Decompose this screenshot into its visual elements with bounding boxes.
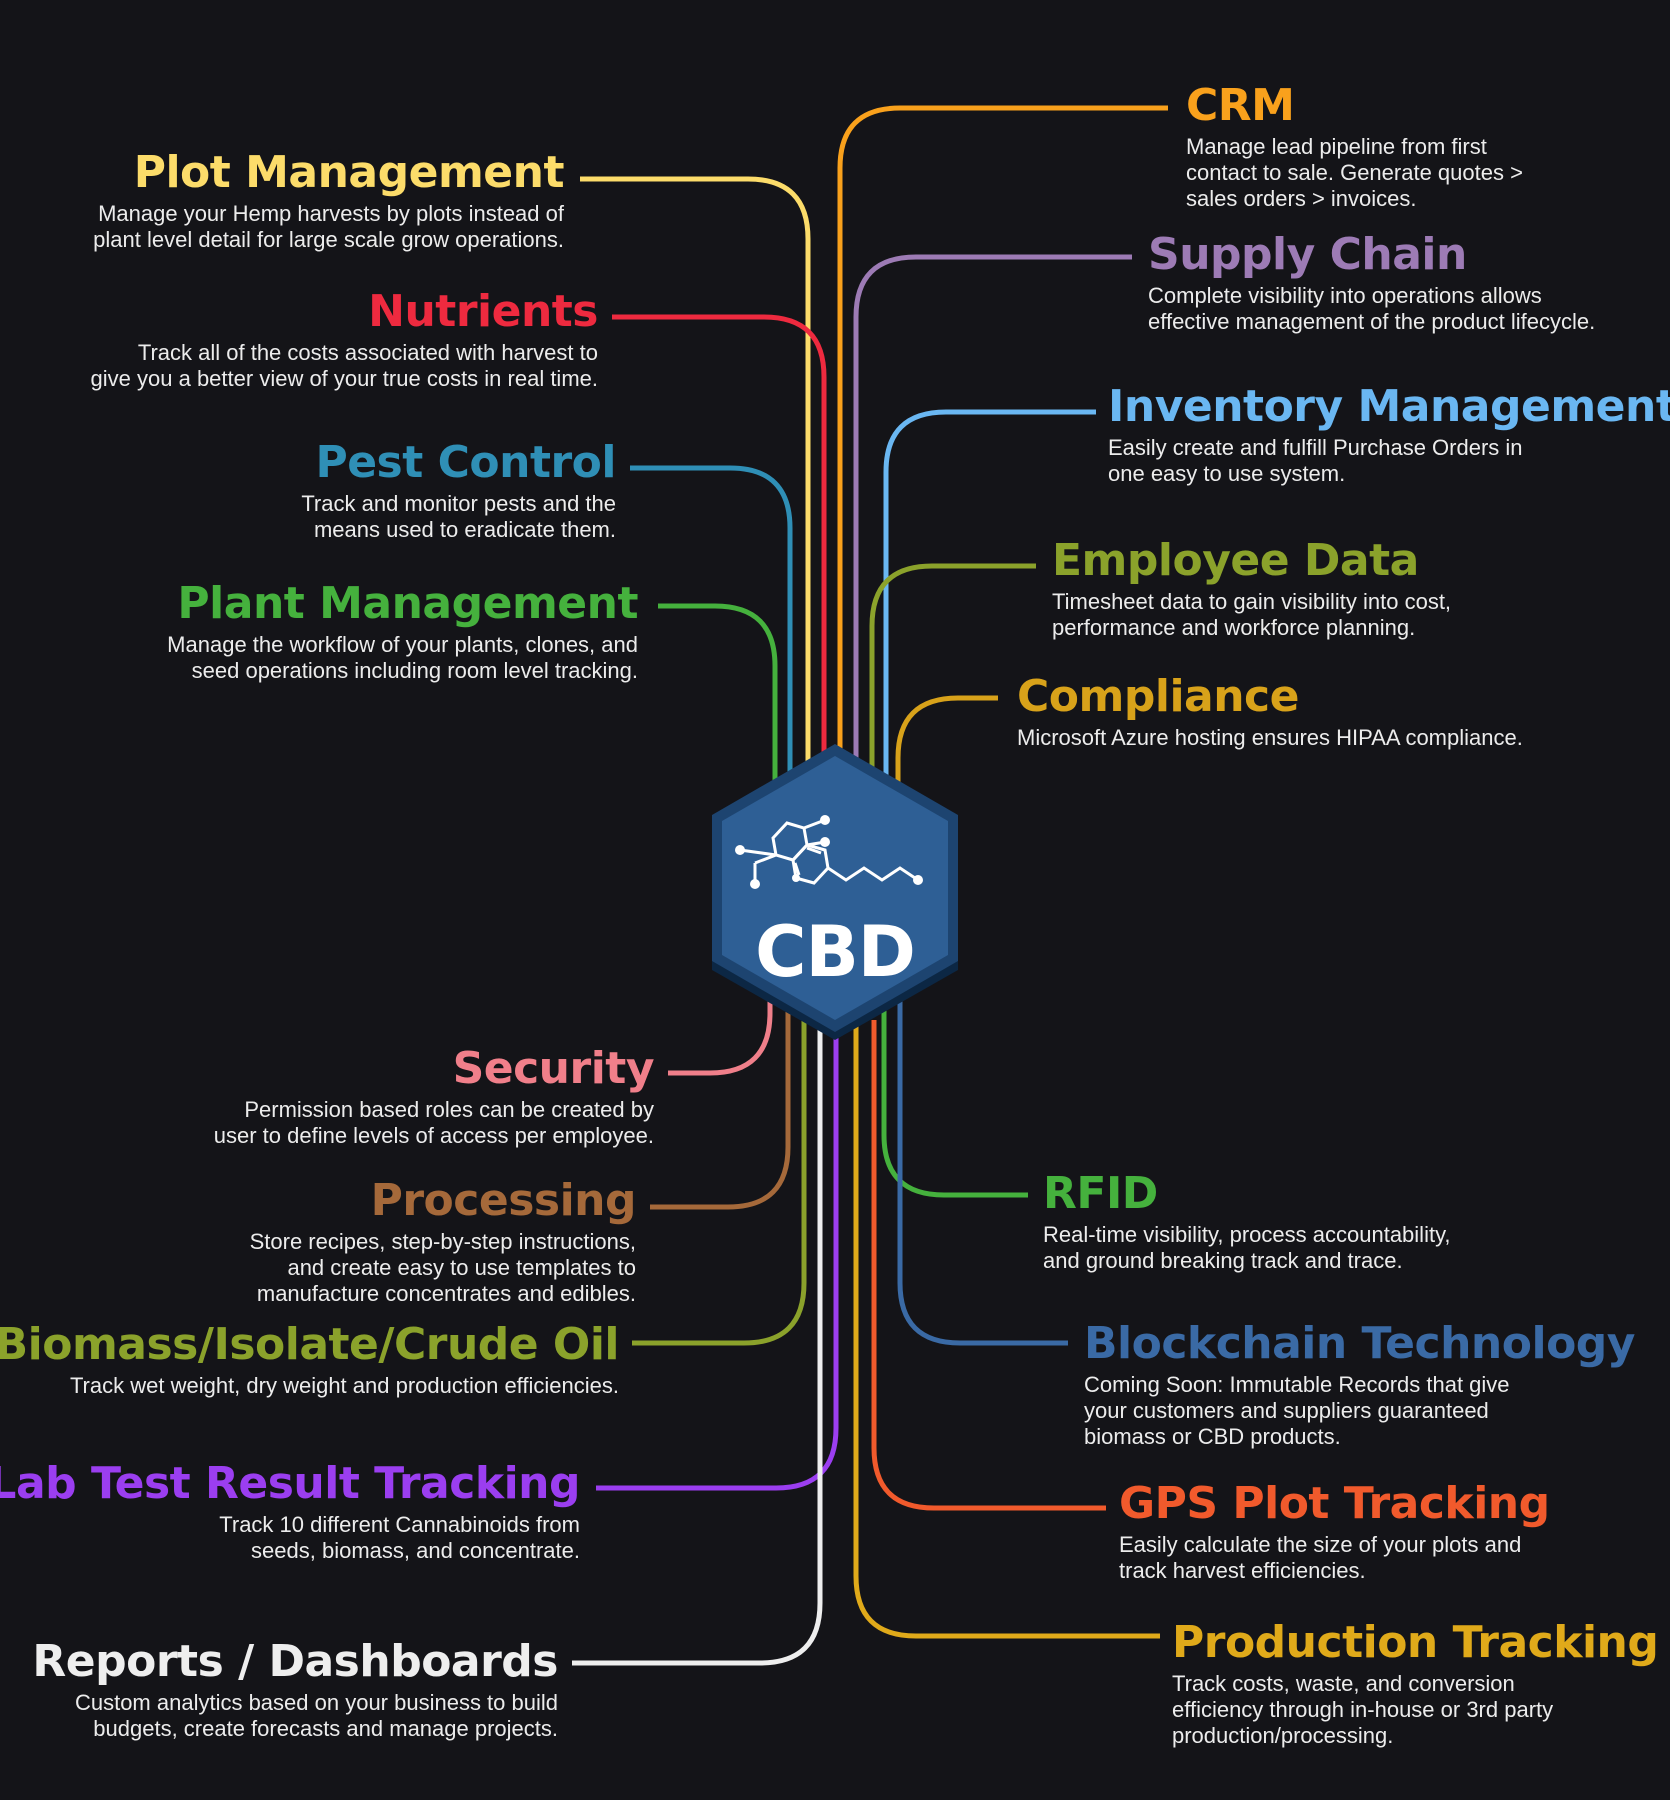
feature-processing: Processing Store recipes, step-by-step i…	[249, 1175, 637, 1307]
connector-compliance	[895, 695, 998, 820]
connector-biomass	[632, 1020, 807, 1346]
feature-gps-plot: GPS Plot Tracking Easily calculate the s…	[1119, 1478, 1550, 1584]
feature-description: Permission based roles can be created by…	[213, 1097, 654, 1148]
cbd-hexagon	[712, 744, 958, 1040]
connector-security	[668, 1000, 773, 1076]
feature-description: Track all of the costs associated with h…	[90, 340, 598, 391]
feature-description: Easily create and fulfill Purchase Order…	[1108, 435, 1523, 486]
connector-processing	[650, 1010, 791, 1210]
feature-title: Lab Test Result Tracking	[0, 1458, 580, 1509]
feature-description: Microsoft Azure hosting ensures HIPAA co…	[1017, 725, 1523, 750]
molecule-icon	[739, 818, 919, 885]
connector-supply-chain	[853, 254, 1132, 790]
feature-compliance: Compliance Microsoft Azure hosting ensur…	[1017, 671, 1523, 751]
feature-pest-control: Pest Control Track and monitor pests and…	[301, 437, 616, 543]
feature-title: Reports / Dashboards	[32, 1636, 558, 1687]
feature-description: Timesheet data to gain visibility into c…	[1052, 589, 1452, 640]
hub-label: CBD	[755, 911, 916, 993]
feature-title: Pest Control	[315, 437, 616, 488]
feature-description: Store recipes, step-by-step instructions…	[249, 1229, 636, 1306]
connector-reports	[572, 1020, 823, 1666]
connector-nutrients	[612, 314, 827, 790]
feature-description: Custom analytics based on your business …	[74, 1690, 558, 1741]
feature-blockchain: Blockchain Technology Coming Soon: Immut…	[1084, 1318, 1635, 1450]
connector-employee-data	[869, 563, 1036, 810]
molecule-atoms	[735, 815, 923, 889]
feature-description: Real-time visibility, process accountabi…	[1043, 1222, 1451, 1273]
connector-pest-control	[630, 465, 793, 800]
feature-employee-data: Employee Data Timesheet data to gain vis…	[1052, 535, 1451, 641]
feature-description: Track 10 different Cannabinoids from see…	[219, 1512, 580, 1563]
feature-production-tracking: Production Tracking Track costs, waste, …	[1172, 1617, 1659, 1749]
connector-plot-management	[580, 176, 811, 780]
feature-description: Manage the workflow of your plants, clon…	[167, 632, 638, 683]
feature-plot-management: Plot Management Manage your Hemp harvest…	[93, 147, 564, 253]
connector-inventory-management	[883, 409, 1096, 800]
feature-title: Production Tracking	[1172, 1617, 1659, 1668]
feature-title: Biomass/Isolate/Crude Oil	[0, 1319, 620, 1370]
feature-reports: Reports / Dashboards Custom analytics ba…	[32, 1636, 558, 1742]
connector-blockchain	[897, 1000, 1068, 1346]
feature-title: Blockchain Technology	[1084, 1318, 1635, 1369]
connector-production-tracking	[853, 1020, 1160, 1639]
feature-crm: CRM Manage lead pipeline from first cont…	[1186, 80, 1523, 212]
feature-title: Nutrients	[368, 286, 598, 337]
feature-title: Employee Data	[1052, 535, 1419, 586]
feature-description: Manage your Hemp harvests by plots inste…	[93, 201, 564, 252]
feature-description: Manage lead pipeline from first contact …	[1186, 134, 1523, 211]
hexagon-fill	[722, 756, 948, 1020]
feature-plant-management: Plant Management Manage the workflow of …	[167, 578, 638, 684]
feature-title: Compliance	[1017, 671, 1299, 722]
feature-title: CRM	[1186, 80, 1295, 131]
feature-description: Coming Soon: Immutable Records that give…	[1084, 1372, 1510, 1449]
feature-title: Inventory Management	[1108, 381, 1670, 432]
connector-gps-plot	[871, 1020, 1106, 1511]
feature-supply-chain: Supply Chain Complete visibility into op…	[1148, 229, 1595, 335]
connector-crm	[837, 105, 1168, 780]
feature-title: Supply Chain	[1148, 229, 1467, 280]
feature-description: Complete visibility into operations allo…	[1148, 283, 1596, 334]
feature-rfid: RFID Real-time visibility, process accou…	[1043, 1168, 1451, 1274]
feature-title: GPS Plot Tracking	[1119, 1478, 1550, 1529]
feature-biomass: Biomass/Isolate/Crude Oil Track wet weig…	[0, 1319, 620, 1399]
feature-description: Track and monitor pests and the means us…	[301, 491, 616, 542]
feature-title: Security	[452, 1043, 655, 1094]
feature-nutrients: Nutrients Track all of the costs associa…	[90, 286, 599, 392]
feature-security: Security Permission based roles can be c…	[213, 1043, 655, 1149]
feature-inventory-management: Inventory Management Easily create and f…	[1108, 381, 1670, 487]
feature-description: Easily calculate the size of your plots …	[1119, 1532, 1522, 1583]
feature-description: Track costs, waste, and conversion effic…	[1172, 1671, 1554, 1748]
feature-title: Plot Management	[133, 147, 565, 198]
connector-plant-management	[658, 603, 778, 810]
feature-description: Track wet weight, dry weight and product…	[69, 1373, 619, 1398]
feature-title: Plant Management	[177, 578, 638, 629]
feature-title: Processing	[370, 1175, 637, 1226]
feature-title: RFID	[1043, 1168, 1158, 1219]
feature-lab-test: Lab Test Result Tracking Track 10 differ…	[0, 1458, 580, 1564]
